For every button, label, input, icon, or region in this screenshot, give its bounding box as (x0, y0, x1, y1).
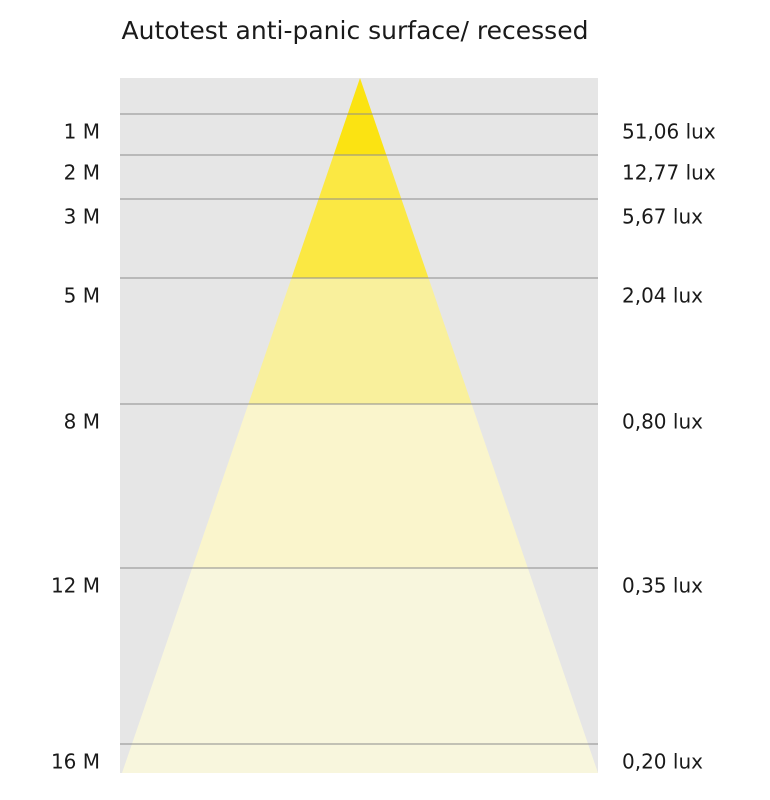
lux-label: 0,20 lux (622, 750, 703, 774)
title: Autotest anti-panic surface/ recessed (122, 16, 589, 45)
lux-label: 5,67 lux (622, 205, 703, 229)
lux-label: 51,06 lux (622, 120, 716, 144)
distance-label: 5 M (64, 284, 100, 308)
distance-label: 12 M (51, 574, 100, 598)
lux-label: 0,80 lux (622, 410, 703, 434)
lux-label: 12,77 lux (622, 161, 716, 185)
lux-label: 0,35 lux (622, 574, 703, 598)
cone-band (122, 568, 598, 773)
lux-label: 2,04 lux (622, 284, 703, 308)
distance-label: 1 M (64, 120, 100, 144)
distance-label: 3 M (64, 205, 100, 229)
distance-label: 2 M (64, 161, 100, 185)
distance-label: 8 M (64, 410, 100, 434)
distance-label: 16 M (51, 750, 100, 774)
